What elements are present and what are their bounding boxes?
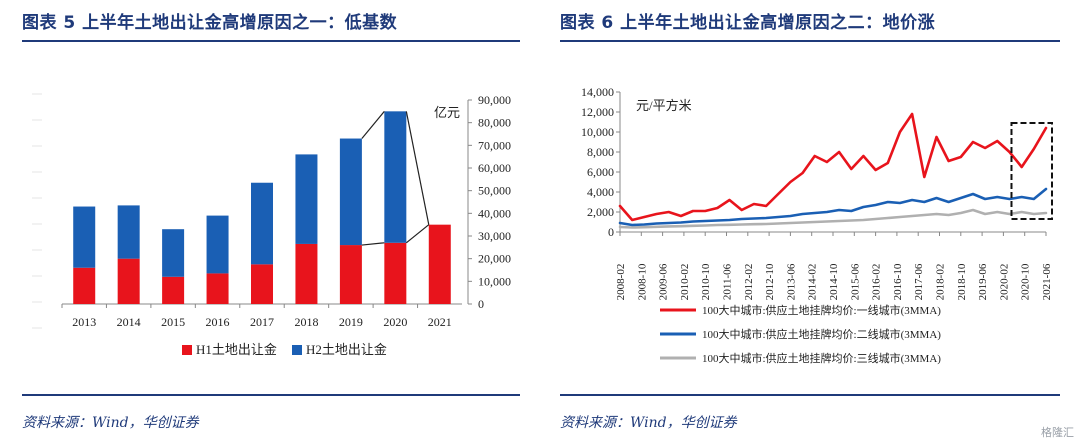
right-x-tick-label: 2018-10 — [956, 263, 968, 300]
left-title-rule — [22, 40, 520, 42]
right-x-tick-label: 2014-10 — [828, 263, 840, 300]
left-x-tick-label: 2018 — [294, 315, 318, 329]
left-x-tick-label: 2016 — [206, 315, 230, 329]
legend-label-3: 100大中城市:供应土地挂牌均价:三线城市(3MMA) — [702, 351, 941, 365]
right-x-tick-label: 2018-02 — [935, 264, 947, 301]
bar-h2-2017 — [251, 182, 273, 265]
right-bottom-rule — [560, 394, 1060, 396]
bar-h1-2015 — [162, 276, 185, 304]
bar-h1-2013 — [73, 267, 96, 304]
connector-line-total — [361, 110, 385, 139]
bar-h2-2019 — [339, 138, 362, 246]
left-y-tick-label: 70,000 — [478, 138, 511, 152]
right-x-tick-label: 2012-10 — [764, 263, 776, 300]
watermark-logo: 格隆汇 — [1041, 426, 1074, 439]
right-chart-title: 图表 6 上半年土地出让金高增原因之二：地价涨 — [560, 13, 936, 33]
line-series-2 — [618, 187, 1048, 227]
left-y-tick-label: 90,000 — [478, 93, 511, 107]
line-series-3 — [618, 208, 1048, 229]
bar-h2-2013 — [73, 206, 96, 268]
right-x-tick-label: 2017-06 — [913, 263, 925, 300]
left-y-tick-label: 10,000 — [478, 274, 511, 288]
legend-label-2: 100大中城市:供应土地挂牌均价:二线城市(3MMA) — [702, 327, 941, 341]
left-x-tick-label: 2019 — [339, 315, 363, 329]
bar-h1-2019 — [339, 245, 362, 304]
right-x-tick-label: 2010-10 — [700, 263, 712, 300]
left-y-tick-label: 80,000 — [478, 116, 511, 130]
line-series-1 — [618, 112, 1048, 222]
left-x-tick-label: 2013 — [72, 315, 96, 329]
right-x-tick-label: 2009-06 — [658, 263, 670, 300]
legend-label-1: 100大中城市:供应土地挂牌均价:一线城市(3MMA) — [702, 303, 941, 317]
right-y-tick-label: 6,000 — [587, 165, 614, 179]
left-x-tick-label: 2021 — [428, 315, 452, 329]
right-title-rule — [560, 40, 1060, 42]
left-chart-title: 图表 5 上半年土地出让金高增原因之一：低基数 — [22, 13, 398, 33]
right-source-note: 资料来源：Wind，华创证券 — [560, 415, 737, 431]
connector-line-h1 — [361, 242, 385, 246]
right-y-axis-unit: 元/平方米 — [636, 98, 692, 113]
connector-line-h1 — [405, 224, 430, 244]
right-y-tick-label: 4,000 — [587, 185, 614, 199]
bar-h2-2016 — [206, 215, 229, 274]
right-x-tick-label: 2019-06 — [977, 263, 989, 300]
bar-h2-2018 — [295, 154, 318, 244]
bar-h1-2017 — [251, 264, 273, 304]
right-x-tick-label: 2014-02 — [807, 264, 819, 301]
right-x-tick-label: 2015-06 — [849, 263, 861, 300]
connector-line-total — [405, 111, 430, 225]
bar-h1-2018 — [295, 243, 318, 304]
left-bottom-rule — [22, 394, 520, 396]
left-bar-chart: 0 10,000 20,000 30,000 40,000 50,000 60,000 70,… — [32, 93, 511, 357]
right-y-tick-label: 12,000 — [581, 105, 614, 119]
left-y-tick-label: 60,000 — [478, 161, 511, 175]
bar-h2-2014 — [117, 205, 140, 259]
right-line-chart: 0 2,000 4,000 6,000 8,000 10,000 12,000 14,000 元… — [581, 85, 1054, 365]
right-x-tick-label: 2021-06 — [1041, 263, 1053, 300]
right-x-tick-label: 2008-10 — [636, 263, 648, 300]
left-y-tick-label: 20,000 — [478, 252, 511, 266]
right-y-tick-label: 14,000 — [581, 85, 614, 99]
bar-h2-2020 — [384, 111, 407, 243]
left-y-tick-label: 40,000 — [478, 206, 511, 220]
left-y-tick-label: 30,000 — [478, 229, 511, 243]
legend-swatch-h1 — [182, 345, 192, 355]
legend-label-h1: H1土地出让金 — [196, 342, 277, 357]
bar-h1-2021 — [428, 224, 451, 304]
bar-h1-2016 — [206, 273, 229, 304]
left-x-tick-label: 2015 — [161, 315, 185, 329]
right-x-tick-label: 2012-02 — [743, 264, 755, 301]
right-y-tick-label: 8,000 — [587, 145, 614, 159]
left-source-note: 资料来源：Wind，华创证券 — [22, 415, 199, 431]
right-x-tick-label: 2011-06 — [722, 263, 734, 300]
left-x-tick-label: 2020 — [383, 315, 407, 329]
left-x-tick-label: 2014 — [117, 315, 141, 329]
bar-h1-2014 — [117, 258, 140, 304]
right-x-tick-label: 2013-06 — [785, 263, 797, 300]
left-y-axis-unit: 亿元 — [434, 105, 460, 120]
bar-h2-2015 — [162, 229, 185, 277]
right-x-tick-label: 2020-02 — [998, 264, 1010, 301]
right-x-tick-label: 2010-02 — [679, 264, 691, 301]
right-x-tick-label: 2016-10 — [892, 263, 904, 300]
bar-h1-2020 — [384, 242, 407, 304]
right-y-tick-label: 10,000 — [581, 125, 614, 139]
dashed-highlight-box — [1010, 122, 1054, 220]
right-x-tick-label: 2016-02 — [871, 264, 883, 301]
left-y-tick-label: 0 — [478, 297, 484, 311]
right-x-tick-label: 2020-10 — [1020, 263, 1032, 300]
left-x-tick-label: 2017 — [250, 315, 274, 329]
left-y-tick-label: 50,000 — [478, 184, 511, 198]
legend-label-h2: H2土地出让金 — [306, 342, 387, 357]
right-x-tick-label: 2008-02 — [615, 264, 627, 301]
right-y-tick-label: 0 — [608, 225, 614, 239]
legend-swatch-h2 — [292, 345, 302, 355]
right-y-tick-label: 2,000 — [587, 205, 614, 219]
